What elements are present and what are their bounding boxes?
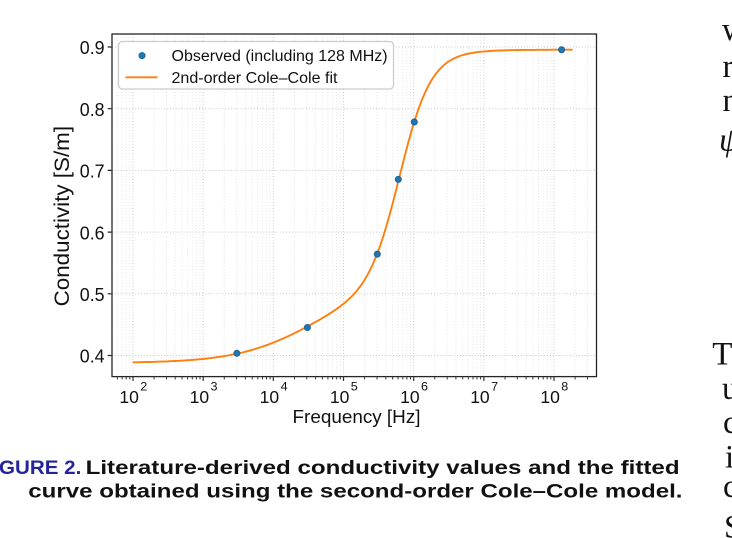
- svg-text:4: 4: [281, 380, 288, 394]
- svg-text:curve obtained using the secon: curve obtained using the second-order Co…: [28, 481, 682, 503]
- svg-text:3: 3: [211, 380, 218, 394]
- svg-text:10: 10: [260, 387, 280, 407]
- svg-text:10: 10: [470, 387, 490, 407]
- svg-text:0.7: 0.7: [80, 162, 105, 182]
- svg-text:Observed (including 128 MHz): Observed (including 128 MHz): [172, 48, 388, 65]
- svg-text:u: u: [722, 371, 732, 407]
- svg-text:r: r: [723, 49, 732, 85]
- svg-text:n: n: [723, 83, 732, 119]
- svg-text:T: T: [712, 337, 732, 373]
- svg-text:0.5: 0.5: [80, 285, 105, 305]
- svg-text:c: c: [723, 469, 732, 505]
- svg-text:10: 10: [400, 387, 420, 407]
- svg-text:0.8: 0.8: [80, 100, 105, 120]
- svg-text:0.9: 0.9: [80, 38, 105, 58]
- svg-text:8: 8: [561, 380, 568, 394]
- svg-text:FIGURE 2.Literature-derived co: FIGURE 2.Literature-derived conductivity…: [0, 457, 680, 479]
- svg-text:2: 2: [140, 380, 147, 394]
- svg-text:i: i: [725, 440, 732, 476]
- svg-text:w: w: [722, 12, 732, 48]
- svg-text:10: 10: [119, 387, 139, 407]
- svg-text:Frequency [Hz]: Frequency [Hz]: [293, 406, 421, 427]
- svg-text:10: 10: [540, 387, 560, 407]
- svg-text:5: 5: [351, 380, 358, 394]
- svg-text:Conductivity [S/m]: Conductivity [S/m]: [51, 126, 74, 306]
- svg-text:0.4: 0.4: [80, 347, 105, 367]
- svg-text:7: 7: [491, 380, 498, 394]
- svg-text:10: 10: [190, 387, 210, 407]
- svg-text:S: S: [724, 510, 732, 538]
- svg-text:ψ: ψ: [719, 123, 732, 159]
- svg-text:2nd-order Cole–Cole fit: 2nd-order Cole–Cole fit: [172, 70, 339, 87]
- svg-text:0.6: 0.6: [80, 223, 105, 243]
- svg-text:10: 10: [330, 387, 350, 407]
- svg-text:6: 6: [421, 380, 428, 394]
- svg-text:c: c: [723, 405, 732, 441]
